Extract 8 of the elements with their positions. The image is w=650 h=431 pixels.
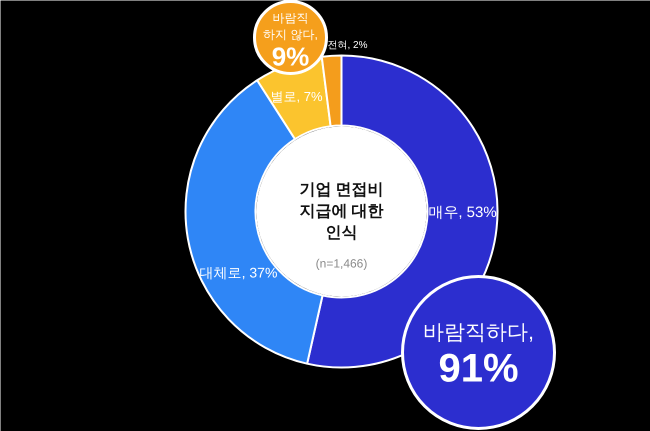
slice-label: 별로, 7% (270, 89, 323, 104)
text: 바람직하다, 91% (423, 321, 534, 391)
slice-label: 전혀, 2% (327, 40, 368, 51)
slice-label: 매우, 53% (428, 204, 497, 221)
text: (n=1,466) (316, 256, 368, 270)
slice-label: 대체로, 37% (200, 264, 278, 280)
text: 기업 면접비 지급에 대한 인식 (299, 182, 384, 242)
text: 바람직 하지 않다, 9% (263, 11, 318, 72)
